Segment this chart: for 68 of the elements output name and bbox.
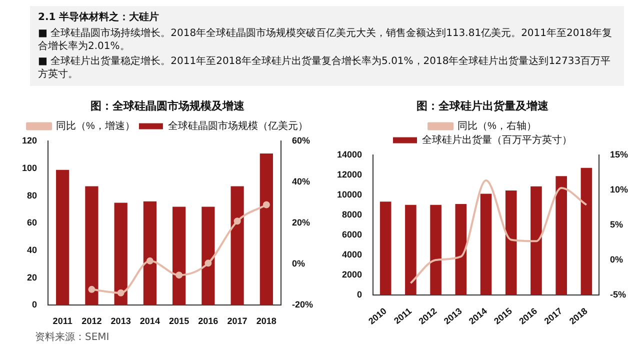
bar	[480, 194, 492, 295]
bar	[380, 202, 392, 295]
point	[117, 289, 124, 296]
x-tick-label: 2015	[169, 316, 190, 326]
bar	[580, 168, 592, 295]
x-tick-label: 2018	[256, 316, 276, 326]
bar	[172, 206, 186, 306]
bar	[405, 204, 416, 295]
point	[88, 286, 96, 293]
legend-label: 同比（%，右轴）	[458, 120, 536, 132]
point	[146, 257, 154, 264]
point	[234, 218, 241, 225]
y-tick-label: 0	[32, 300, 38, 310]
bar	[143, 201, 156, 306]
bar	[56, 170, 70, 306]
y2-tick-label: 15%	[610, 150, 628, 160]
x-tick-label: 2014	[140, 316, 160, 326]
text: 2.1 半导体材料之：大硅片	[38, 11, 160, 24]
x-tick-label: 2017	[227, 316, 248, 326]
legend-label: 全球硅片出货量（百万平方英寸）	[422, 134, 572, 146]
y-tick-label: 60	[27, 218, 38, 228]
y2-tick-label: 0%	[610, 254, 623, 265]
bar	[260, 154, 273, 306]
y-tick-label: 2000	[342, 269, 362, 280]
bar	[114, 202, 128, 306]
bar	[556, 176, 567, 295]
y2-tick-label: 10%	[610, 184, 628, 195]
y-tick-label: 0	[357, 289, 362, 300]
bar	[455, 204, 467, 295]
y-tick-label: 6000	[342, 230, 362, 240]
y2-tick-label: 0%	[292, 258, 306, 269]
bar	[505, 190, 517, 295]
text: 资料来源：SEMI	[35, 330, 110, 344]
y-tick-label: 8000	[342, 210, 362, 220]
bar	[430, 204, 442, 295]
bar	[202, 206, 215, 306]
y2-tick-label: -5%	[610, 289, 626, 300]
bar	[85, 186, 98, 306]
y-tick-label: 14000	[336, 150, 362, 160]
point	[176, 272, 183, 279]
x-tick-label: 2016	[198, 316, 218, 326]
line-series	[410, 179, 588, 284]
y-tick-label: 120	[22, 136, 38, 146]
x-tick-label: 2013	[110, 316, 131, 326]
y2-tick-label: -20%	[292, 300, 314, 310]
y2-tick-label: 20%	[292, 218, 310, 228]
text: ■ 全球硅晶圆市场持续增长。2018年全球硅晶圆市场规模突破百亿美元大关，销售金额达到113.81亿美元。2011年至2018年复合增长率为2.01%。	[38, 27, 613, 53]
y2-tick-label: 5%	[610, 220, 623, 230]
chart-title: 图：全球硅片出货量及增速	[416, 100, 550, 113]
x-tick-label: 2011	[52, 316, 72, 326]
legend-label: 同比（%，增速）	[56, 120, 135, 132]
y-tick-label: 100	[22, 163, 38, 174]
y-tick-label: 10000	[336, 190, 362, 200]
legend-label: 全球硅晶圆市场规模（亿美元）	[168, 120, 308, 132]
y-tick-label: 40	[27, 245, 38, 256]
chart-title: 图：全球硅晶圆市场规模及增速	[90, 100, 246, 113]
y-tick-label: 20	[27, 272, 38, 282]
y-tick-label: 4000	[342, 250, 362, 260]
y2-tick-label: 60%	[292, 136, 310, 146]
point	[262, 201, 270, 208]
y-tick-label: 80	[27, 190, 38, 200]
point	[204, 260, 212, 267]
bar	[530, 186, 542, 295]
y-tick-label: 12000	[336, 170, 362, 180]
bar	[230, 186, 244, 306]
y2-tick-label: 40%	[292, 176, 310, 187]
text: ■ 全球硅片出货量稳定增长。2011年至2018年全球硅片出货量复合增长率为5.01%，2018年全球硅片出货量达到12733百万平方英寸。	[38, 55, 612, 81]
x-tick-label: 2012	[82, 316, 102, 326]
